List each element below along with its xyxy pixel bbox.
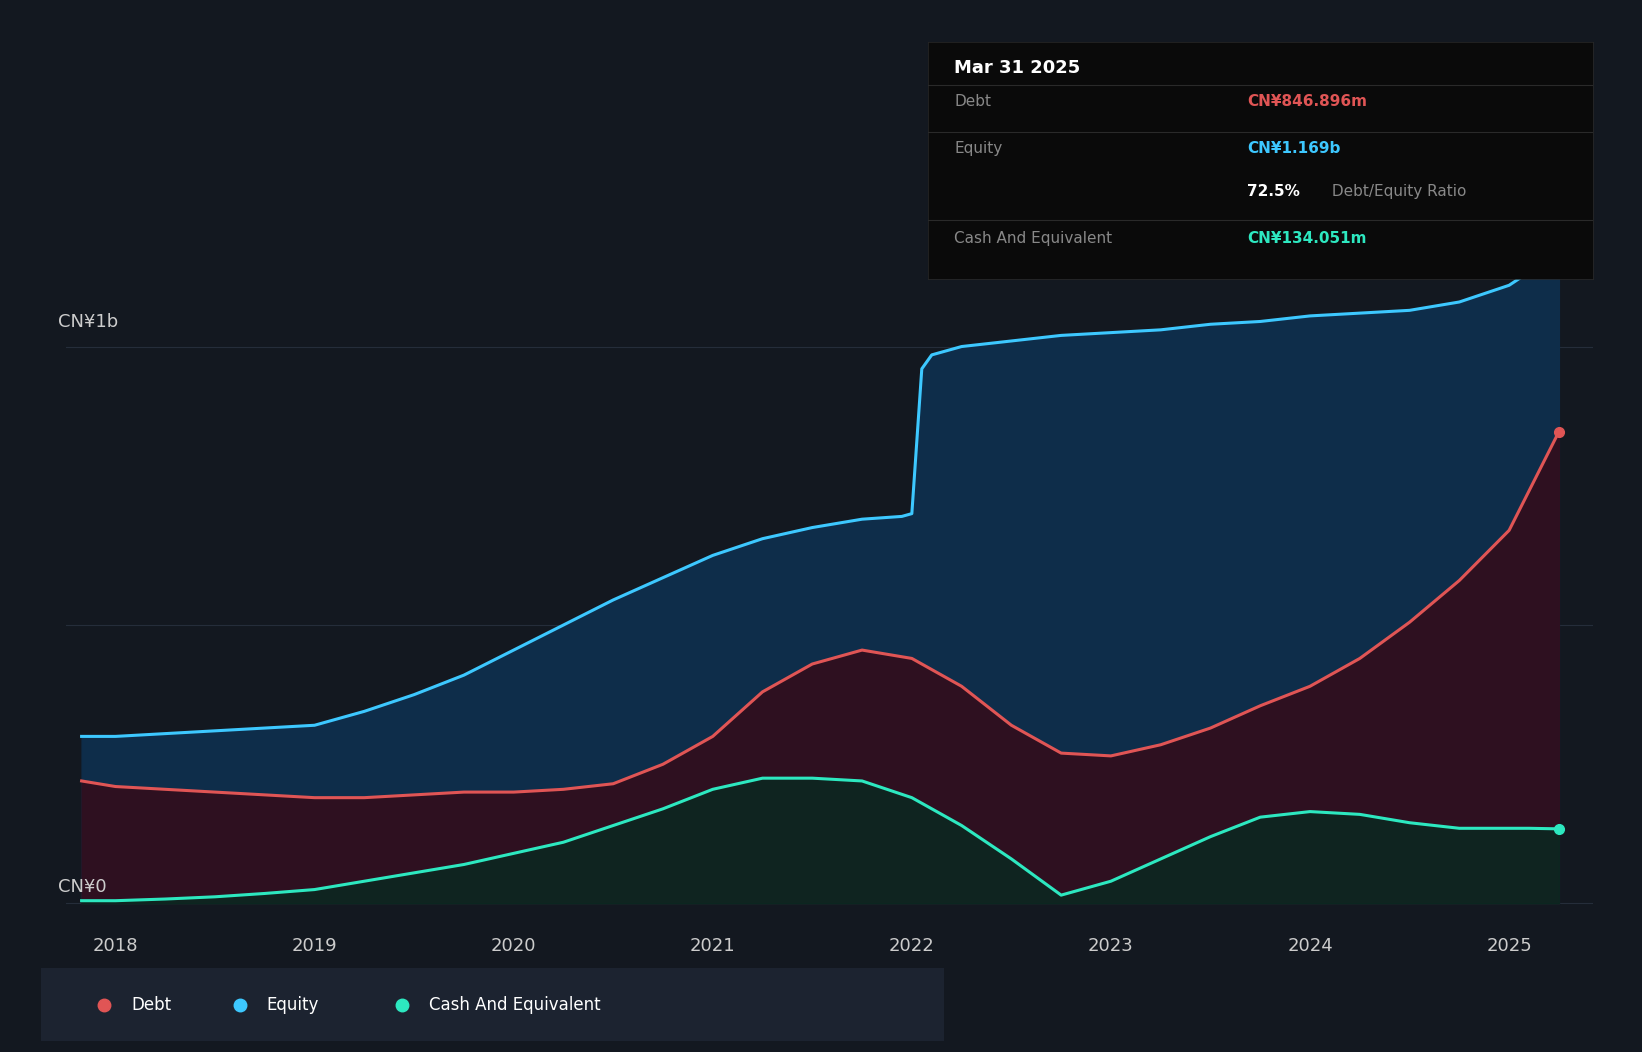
Text: CN¥1.169b: CN¥1.169b — [1246, 142, 1340, 157]
Text: CN¥1b: CN¥1b — [57, 313, 118, 331]
Text: CN¥134.051m: CN¥134.051m — [1246, 231, 1366, 246]
Text: Debt/Equity Ratio: Debt/Equity Ratio — [1327, 184, 1466, 199]
Text: CN¥846.896m: CN¥846.896m — [1246, 95, 1366, 109]
Text: Mar 31 2025: Mar 31 2025 — [954, 59, 1080, 77]
Text: Cash And Equivalent: Cash And Equivalent — [954, 231, 1113, 246]
Text: Cash And Equivalent: Cash And Equivalent — [430, 995, 601, 1014]
Text: Equity: Equity — [954, 142, 1003, 157]
Text: 72.5%: 72.5% — [1246, 184, 1300, 199]
Text: Equity: Equity — [266, 995, 319, 1014]
Text: Debt: Debt — [131, 995, 171, 1014]
Text: CN¥0: CN¥0 — [57, 878, 107, 896]
Text: Debt: Debt — [954, 95, 992, 109]
